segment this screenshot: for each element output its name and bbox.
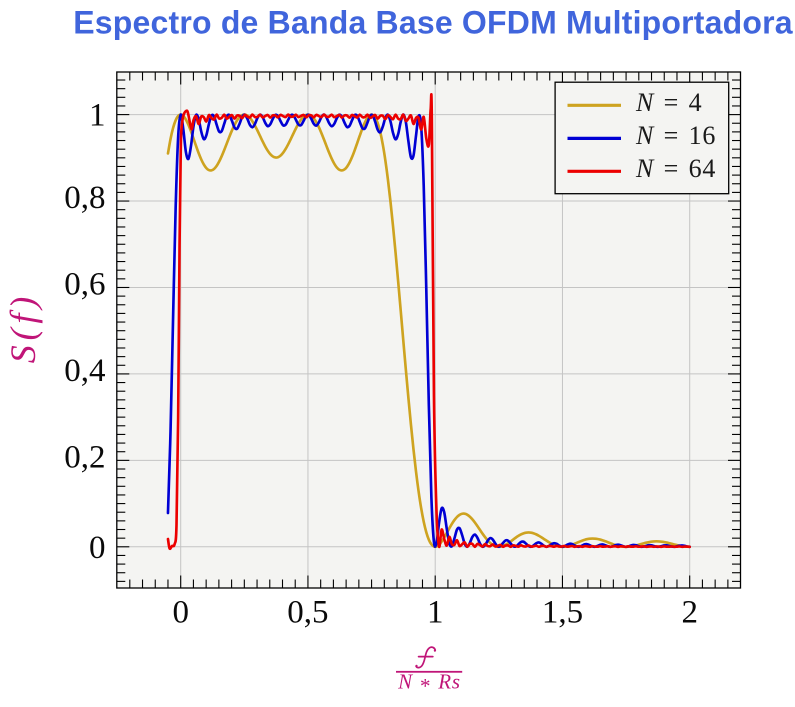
svg-text:1: 1: [427, 595, 444, 631]
svg-text:1: 1: [89, 98, 106, 134]
svg-text:0,8: 0,8: [64, 180, 105, 216]
svg-text:0: 0: [89, 530, 106, 566]
svg-text:0,5: 0,5: [287, 595, 328, 631]
svg-text:0,2: 0,2: [64, 439, 105, 475]
svg-text:2: 2: [681, 595, 698, 631]
svg-text:0,4: 0,4: [64, 353, 105, 389]
svg-text:N = 16: N = 16: [635, 121, 716, 150]
svg-text:N*Rs: N * Rs: [397, 669, 461, 698]
svg-text:N = 4: N = 4: [635, 88, 702, 117]
svg-text:1,5: 1,5: [542, 595, 583, 631]
svg-text:S(f): S(f): [3, 292, 43, 363]
svg-text:Espectro de Banda Base OFDM Mu: Espectro de Banda Base OFDM Multiportado…: [73, 5, 793, 41]
svg-text:0: 0: [172, 595, 189, 631]
svg-text:0,6: 0,6: [64, 266, 105, 302]
svg-text:N = 64: N = 64: [635, 154, 716, 183]
